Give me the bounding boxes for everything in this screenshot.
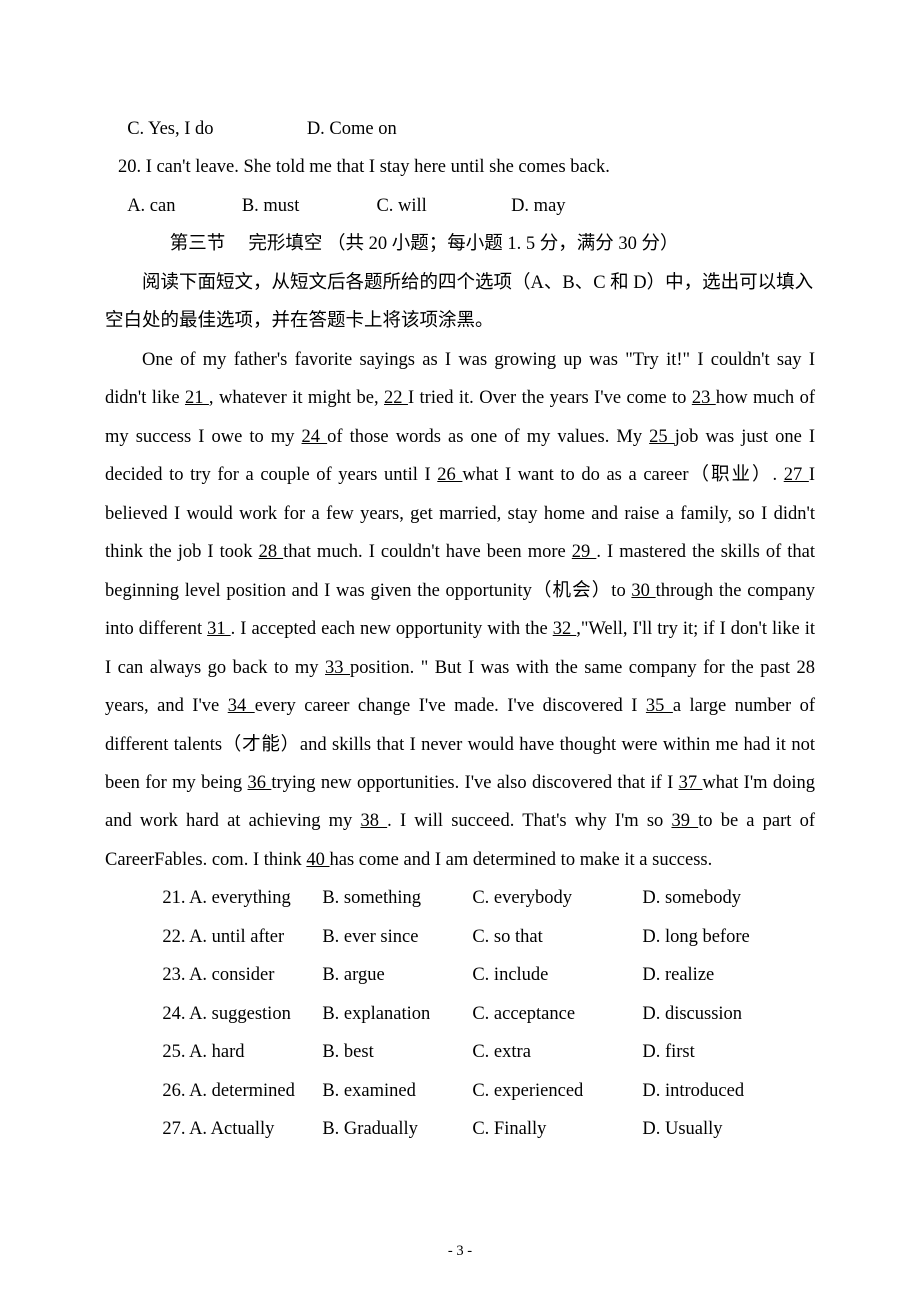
opt-22-b: B. ever since [322, 918, 472, 956]
opt-23-d: D. realize [642, 956, 815, 994]
option-row-24: 24. A. suggestionB. explanationC. accept… [105, 995, 815, 1033]
blank-38: 38 [360, 811, 387, 831]
page-number: - 3 - [0, 1243, 920, 1260]
blank-22: 22 [384, 388, 408, 408]
blank-32: 32 [553, 619, 577, 639]
p1o: every career change I've made. I've disc… [255, 696, 646, 716]
cloze-passage: One of my father's favorite sayings as I… [105, 341, 815, 880]
opt-24-d: D. discussion [642, 995, 815, 1033]
blank-27: 27 [784, 465, 809, 485]
q19-option-c: C. Yes, I do [127, 110, 302, 148]
q20-option-c: C. will [376, 187, 506, 225]
opt-27-c: C. Finally [472, 1110, 642, 1148]
opt-23-a: 23. A. consider [162, 956, 322, 994]
opt-22-c: C. so that [472, 918, 642, 956]
options-list: 21. A. everythingB. somethingC. everybod… [105, 879, 815, 1148]
option-row-25: 25. A. hardB. bestC. extraD. first [105, 1033, 815, 1071]
p1i: that much. I couldn't have been more [283, 542, 572, 562]
opt-26-c: C. experienced [472, 1072, 642, 1110]
blank-28: 28 [259, 542, 284, 562]
option-row-27: 27. A. ActuallyB. GraduallyC. FinallyD. … [105, 1110, 815, 1148]
blank-33: 33 [325, 658, 350, 678]
blank-36: 36 [248, 773, 272, 793]
opt-21-d: D. somebody [642, 879, 815, 917]
opt-25-d: D. first [642, 1033, 815, 1071]
p1q: trying new opportunities. I've also disc… [271, 773, 678, 793]
p1g: what I want to do as a career（职业）. [462, 465, 783, 485]
blank-30: 30 [631, 581, 655, 601]
blank-24: 24 [302, 427, 328, 447]
opt-26-d: D. introduced [642, 1072, 815, 1110]
opt-25-b: B. best [322, 1033, 472, 1071]
q20-options: A. can B. must C. will D. may [105, 187, 815, 225]
blank-25: 25 [649, 427, 675, 447]
opt-22-a: 22. A. until after [162, 918, 322, 956]
blank-21: 21 [185, 388, 209, 408]
opt-24-c: C. acceptance [472, 995, 642, 1033]
q20-option-a: A. can [127, 187, 237, 225]
opt-27-d: D. Usually [642, 1110, 815, 1148]
opt-27-a: 27. A. Actually [162, 1110, 322, 1148]
opt-25-c: C. extra [472, 1033, 642, 1071]
p1b: , whatever it might be, [209, 388, 384, 408]
opt-23-c: C. include [472, 956, 642, 994]
q20-option-b: B. must [242, 187, 372, 225]
q20-post: stay here until she comes back. [380, 157, 610, 177]
opt-26-b: B. examined [322, 1072, 472, 1110]
opt-25-a: 25. A. hard [162, 1033, 322, 1071]
blank-23: 23 [692, 388, 716, 408]
opt-24-b: B. explanation [322, 995, 472, 1033]
q20-number: 20. [118, 157, 146, 177]
q20-stem: 20. I can't leave. She told me that I st… [105, 148, 815, 186]
option-row-21: 21. A. everythingB. somethingC. everybod… [105, 879, 815, 917]
opt-21-b: B. something [322, 879, 472, 917]
p1s: . I will succeed. That's why I'm so [387, 811, 671, 831]
opt-22-d: D. long before [642, 918, 815, 956]
option-row-26: 26. A. determinedB. examinedC. experienc… [105, 1072, 815, 1110]
section-title: 第三节 完形填空 （共 20 小题；每小题 1. 5 分，满分 30 分） [105, 225, 815, 263]
blank-34: 34 [228, 696, 255, 716]
option-row-23: 23. A. considerB. argueC. includeD. real… [105, 956, 815, 994]
opt-26-a: 26. A. determined [162, 1072, 322, 1110]
p1u: has come and I am determined to make it … [330, 850, 713, 870]
blank-35: 35 [646, 696, 673, 716]
section-instruction: 阅读下面短文，从短文后各题所给的四个选项（A、B、C 和 D）中，选出可以填入空… [105, 264, 815, 341]
opt-21-a: 21. A. everything [162, 879, 322, 917]
opt-27-b: B. Gradually [322, 1110, 472, 1148]
option-row-22: 22. A. until afterB. ever sinceC. so tha… [105, 918, 815, 956]
q20-option-d: D. may [511, 187, 565, 225]
q19-options-cd: C. Yes, I do D. Come on [105, 110, 815, 148]
opt-21-c: C. everybody [472, 879, 642, 917]
opt-23-b: B. argue [322, 956, 472, 994]
blank-26: 26 [437, 465, 462, 485]
opt-24-a: 24. A. suggestion [162, 995, 322, 1033]
blank-40: 40 [306, 850, 329, 870]
blank-39: 39 [671, 811, 698, 831]
blank-31: 31 [207, 619, 231, 639]
q20-pre: I can't leave. She told me that I [146, 157, 380, 177]
blank-37: 37 [679, 773, 703, 793]
p1e: of those words as one of my values. My [327, 427, 649, 447]
p1l: . I accepted each new opportunity with t… [231, 619, 553, 639]
blank-29: 29 [572, 542, 597, 562]
p1c: I tried it. Over the years I've come to [408, 388, 692, 408]
q19-option-d: D. Come on [307, 110, 397, 148]
